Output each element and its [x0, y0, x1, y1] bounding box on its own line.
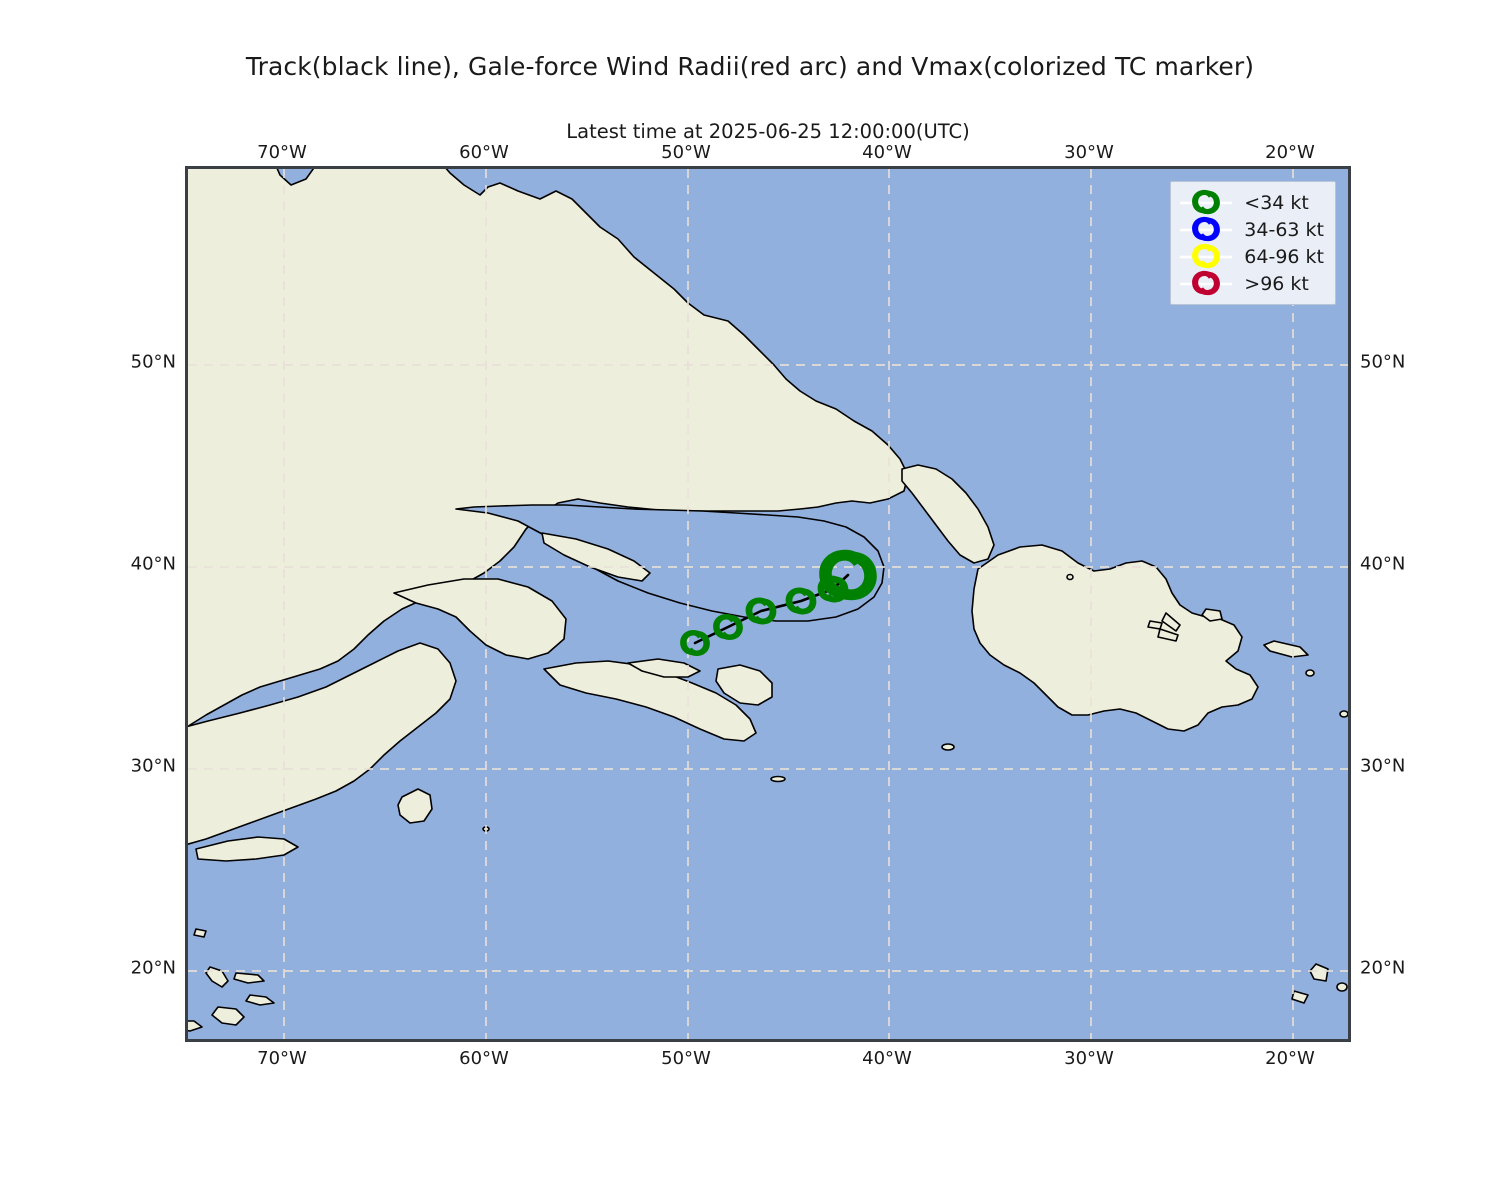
coastline-azores-flores — [1066, 573, 1074, 581]
legend-item-lt34[interactable]: <34 kt — [1178, 189, 1324, 216]
lon-tick-top-2: 50°W — [661, 142, 711, 163]
coastline-bahamas-5 — [211, 1006, 245, 1026]
coastline-madeira — [1339, 710, 1348, 718]
lon-tick-top-1: 60°W — [459, 142, 509, 163]
map-graphics — [188, 169, 1348, 1039]
lat-tick-left-2: 30°N — [130, 755, 176, 777]
coastline-bahamas-4 — [245, 994, 275, 1006]
coastline-canary-lanzarote — [1336, 982, 1348, 992]
coastline-sable-island — [770, 775, 786, 783]
coastline-azores-pico — [1161, 612, 1181, 632]
tc-symbol-yellow-icon — [1178, 243, 1234, 270]
coastline-bahamas-1 — [193, 928, 207, 938]
coastline-azores-faial — [1147, 620, 1163, 630]
landmasses — [188, 169, 1348, 1032]
lat-tick-right-2: 30°N — [1360, 755, 1406, 777]
legend-label-64-96: 64-96 kt — [1244, 245, 1324, 268]
tc-marker-4[interactable] — [785, 587, 817, 615]
legend-label-gt96: >96 kt — [1244, 272, 1309, 295]
lon-tick-bottom-2: 50°W — [661, 1048, 711, 1069]
coastline-bahamas-6 — [188, 1020, 203, 1032]
page-title: Track(black line), Gale-force Wind Radii… — [245, 52, 1255, 81]
coastline-canary-tenerife — [1309, 963, 1329, 982]
lon-tick-top-5: 20°W — [1265, 142, 1315, 163]
tc-marker-1[interactable] — [680, 629, 710, 657]
lon-tick-top-0: 70°W — [257, 142, 307, 163]
lon-tick-bottom-0: 70°W — [257, 1048, 307, 1069]
lat-tick-right-3: 20°N — [1360, 957, 1406, 979]
coastline-azores-sao-jorge — [1157, 628, 1179, 642]
coastline-cape-cod — [397, 788, 433, 824]
gridlines — [188, 169, 1348, 1039]
lon-tick-top-3: 40°W — [862, 142, 912, 163]
lon-tick-bottom-4: 30°W — [1064, 1048, 1114, 1069]
legend-label-lt34: <34 kt — [1244, 191, 1309, 214]
coastline-azores-sao-miguel — [1263, 640, 1309, 658]
lon-tick-bottom-3: 40°W — [862, 1048, 912, 1069]
lat-tick-right-0: 50°N — [1360, 351, 1406, 373]
chart-subtitle: Latest time at 2025-06-25 12:00:00(UTC) — [566, 120, 970, 143]
lat-tick-left-0: 50°N — [130, 351, 176, 373]
coastline-cape-breton — [715, 664, 773, 706]
tc-symbol-green-icon — [1178, 189, 1234, 216]
tc-markers[interactable] — [680, 549, 877, 657]
coastline-azores-santa-maria — [1305, 669, 1315, 677]
coastline-new-england — [188, 642, 457, 845]
coastline-canada-mainland — [188, 169, 909, 728]
coastline-long-island — [195, 836, 299, 862]
legend-item-gt96[interactable]: >96 kt — [1178, 270, 1324, 297]
tc-marker-3[interactable] — [745, 597, 777, 625]
lat-tick-left-1: 40°N — [130, 553, 176, 575]
legend-item-34-63[interactable]: 34-63 kt — [1178, 216, 1324, 243]
lat-tick-right-1: 40°N — [1360, 553, 1406, 575]
tc-marker-6-latest[interactable] — [819, 549, 877, 601]
coastline-great-northern-peninsula — [901, 464, 995, 564]
lat-tick-left-3: 20°N — [130, 957, 176, 979]
coastline-azores-terceira — [1201, 608, 1223, 622]
tc-symbol-red-icon — [1178, 270, 1234, 297]
lon-tick-bottom-5: 20°W — [1265, 1048, 1315, 1069]
coastline-bahamas-3 — [233, 972, 265, 984]
lon-tick-top-4: 30°W — [1064, 142, 1114, 163]
tc-marker-2[interactable] — [713, 613, 743, 641]
legend-label-34-63: 34-63 kt — [1244, 218, 1324, 241]
coastline-anticosti-island — [541, 532, 651, 582]
coastline-st-pierre-island — [941, 743, 955, 751]
coastline-canary-gran-canaria — [1291, 990, 1309, 1004]
coastline-gulf-st-lawrence — [455, 504, 885, 622]
coastline-prince-edward-island — [627, 658, 701, 678]
legend-box: <34 kt 34-63 kt — [1170, 181, 1336, 305]
lon-tick-bottom-1: 60°W — [459, 1048, 509, 1069]
tc-symbol-blue-icon — [1178, 216, 1234, 243]
map-plot-area[interactable]: <34 kt 34-63 kt — [185, 166, 1351, 1042]
legend-item-64-96[interactable]: 64-96 kt — [1178, 243, 1324, 270]
coastline-gaspe-peninsula — [393, 578, 567, 660]
coastline-newfoundland — [971, 544, 1259, 732]
